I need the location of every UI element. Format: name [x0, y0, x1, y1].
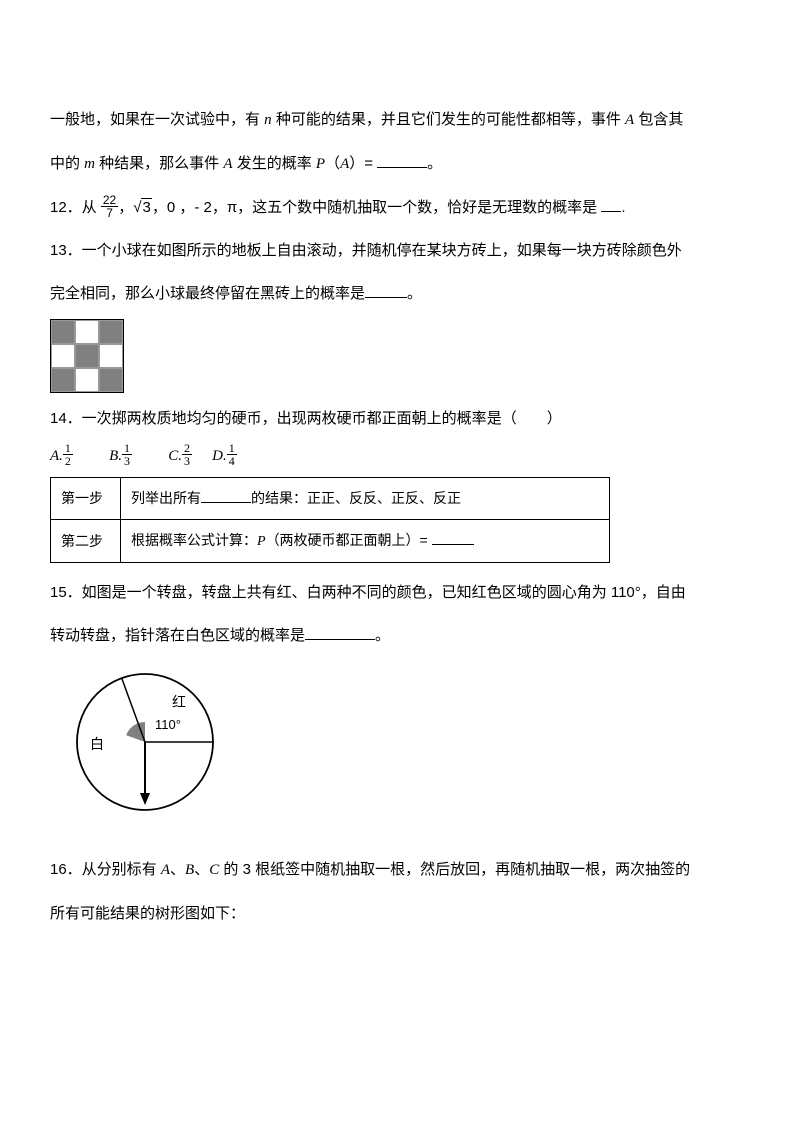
opt-D: D.14: [212, 444, 237, 469]
q16-line2: 所有可能结果的树形图如下：: [50, 894, 744, 933]
white-label: 白: [90, 736, 104, 752]
q13-line1: 13．一个小球在如图所示的地板上自由滚动，并随机停在某块方砖上，如果每一块方砖除…: [50, 231, 744, 270]
opt-C-label: C.: [168, 448, 182, 464]
angle-label: 110°: [155, 717, 181, 732]
q12-prefix: 12．从: [50, 199, 97, 216]
q12-rest: ，0 ，- 2，π，这五个数中随机抽取一个数，恰好是无理数的概率是: [152, 199, 602, 216]
prob-P: P: [316, 156, 325, 172]
q14-options: A.12 B.13 C.23 D.14: [50, 444, 744, 469]
q14-table: 第一步 列举出所有 的结果：正正、反反、正反、反正 第二步 根据概率公式计算：P（…: [50, 477, 610, 563]
step2-P: P: [257, 534, 266, 549]
spinner-svg: 红 110° 白: [50, 667, 220, 817]
step2-text-a: 根据概率公式计算：: [131, 532, 257, 548]
intro-text-3: 包含其: [634, 111, 683, 128]
q13-blank: [365, 283, 407, 298]
q14-text: 14．一次掷两枚质地均匀的硬币，出现两枚硬币都正面朝上的概率是（ ）: [50, 399, 744, 438]
intro-para-2: 中的 m 种结果，那么事件 A 发生的概率 P（A）= 。: [50, 144, 744, 184]
q12: 12．从 22 7 ，√3，0 ，- 2，π，这五个数中随机抽取一个数，恰好是无…: [50, 188, 744, 227]
intro-text-7: （: [325, 155, 340, 172]
intro-text-9: 。: [427, 155, 442, 172]
step1-label: 第一步: [51, 478, 121, 520]
q13-grid: [50, 319, 124, 393]
q16-line1-wrap: 16．从分别标有 A、B、C 的 3 根纸签中随机抽取一根，然后放回，再随机抽取…: [50, 850, 744, 890]
var-n: n: [264, 112, 272, 128]
intro-text-4: 中的: [50, 155, 84, 172]
q16-sep2: 、: [194, 861, 209, 878]
opt-B-den: 3: [122, 455, 132, 467]
event-A: A: [625, 112, 634, 128]
grid-cell: [75, 368, 99, 392]
q16-C: C: [209, 862, 219, 878]
red-label: 红: [172, 694, 186, 710]
var-m: m: [84, 156, 95, 172]
opt-A-label: A.: [50, 448, 63, 464]
q16-A: A: [161, 862, 170, 878]
q13-line2: 完全相同，那么小球最终停留在黑砖上的概率是: [50, 285, 365, 302]
q15-line2b: 。: [375, 627, 390, 644]
opt-D-label: D.: [212, 448, 227, 464]
opt-C: C.23: [168, 444, 192, 469]
q15-line2a: 转动转盘，指针落在白色区域的概率是: [50, 627, 305, 644]
frac-22-7: 22 7: [101, 194, 118, 219]
q12-comma: ，: [118, 199, 133, 216]
opt-B-label: B.: [109, 448, 122, 464]
event-A2: A: [223, 156, 232, 172]
grid-cell: [99, 344, 123, 368]
q16-line1a: 16．从分别标有: [50, 861, 161, 878]
opt-A: A.12: [50, 444, 73, 469]
step2-content: 根据概率公式计算：P（两枚硬币都正面朝上）=: [121, 520, 610, 563]
q15-blank: [305, 625, 375, 640]
q13-line2-wrap: 完全相同，那么小球最终停留在黑砖上的概率是 。: [50, 274, 744, 313]
table-row: 第一步 列举出所有 的结果：正正、反反、正反、反正: [51, 478, 610, 520]
q13-tail: 。: [407, 285, 422, 302]
opt-A-den: 2: [63, 455, 73, 467]
intro-text-1: 一般地，如果在一次试验中，有: [50, 111, 264, 128]
grid-cell: [99, 320, 123, 344]
grid-cell: [75, 344, 99, 368]
step2-blank: [432, 531, 474, 545]
q15-line1: 15．如图是一个转盘，转盘上共有红、白两种不同的颜色，已知红色区域的圆心角为 1…: [50, 573, 744, 612]
q12-tail: .: [621, 199, 625, 216]
grid-cell: [51, 344, 75, 368]
step1-blank: [201, 489, 251, 503]
sqrt-val: 3: [141, 198, 151, 216]
opt-C-den: 3: [182, 455, 192, 467]
q16-sep1: 、: [170, 861, 185, 878]
frac-den: 7: [101, 207, 118, 219]
q16-line1b: 的 3 根纸签中随机抽取一根，然后放回，再随机抽取一根，两次抽签的: [219, 861, 690, 878]
q15-line2-wrap: 转动转盘，指针落在白色区域的概率是 。: [50, 616, 744, 655]
grid-cell: [51, 368, 75, 392]
frac-num: 22: [101, 194, 118, 207]
intro-text-2: 种可能的结果，并且它们发生的可能性都相等，事件: [272, 111, 625, 128]
sqrt-3: √3: [133, 188, 152, 227]
spinner-figure: 红 110° 白: [50, 667, 744, 832]
grid-cell: [99, 368, 123, 392]
intro-text-8: ）=: [349, 155, 377, 172]
q16-B: B: [185, 862, 194, 878]
table-row: 第二步 根据概率公式计算：P（两枚硬币都正面朝上）=: [51, 520, 610, 563]
step1-content: 列举出所有 的结果：正正、反反、正反、反正: [121, 478, 610, 520]
opt-D-den: 4: [227, 455, 237, 467]
q12-blank: [601, 197, 621, 212]
intro-para: 一般地，如果在一次试验中，有 n 种可能的结果，并且它们发生的可能性都相等，事件…: [50, 100, 744, 140]
grid-cell: [75, 320, 99, 344]
intro-text-6: 发生的概率: [233, 155, 316, 172]
step1-text-a: 列举出所有: [131, 490, 201, 506]
step2-label: 第二步: [51, 520, 121, 563]
event-A3: A: [340, 156, 349, 172]
step1-text-b: 的结果：正正、反反、正反、反正: [251, 490, 461, 506]
intro-text-5: 种结果，那么事件: [95, 155, 223, 172]
grid-cell: [51, 320, 75, 344]
blank-intro: [377, 153, 427, 168]
opt-B: B.13: [109, 444, 132, 469]
step2-text-b: （两枚硬币都正面朝上）=: [266, 532, 432, 548]
